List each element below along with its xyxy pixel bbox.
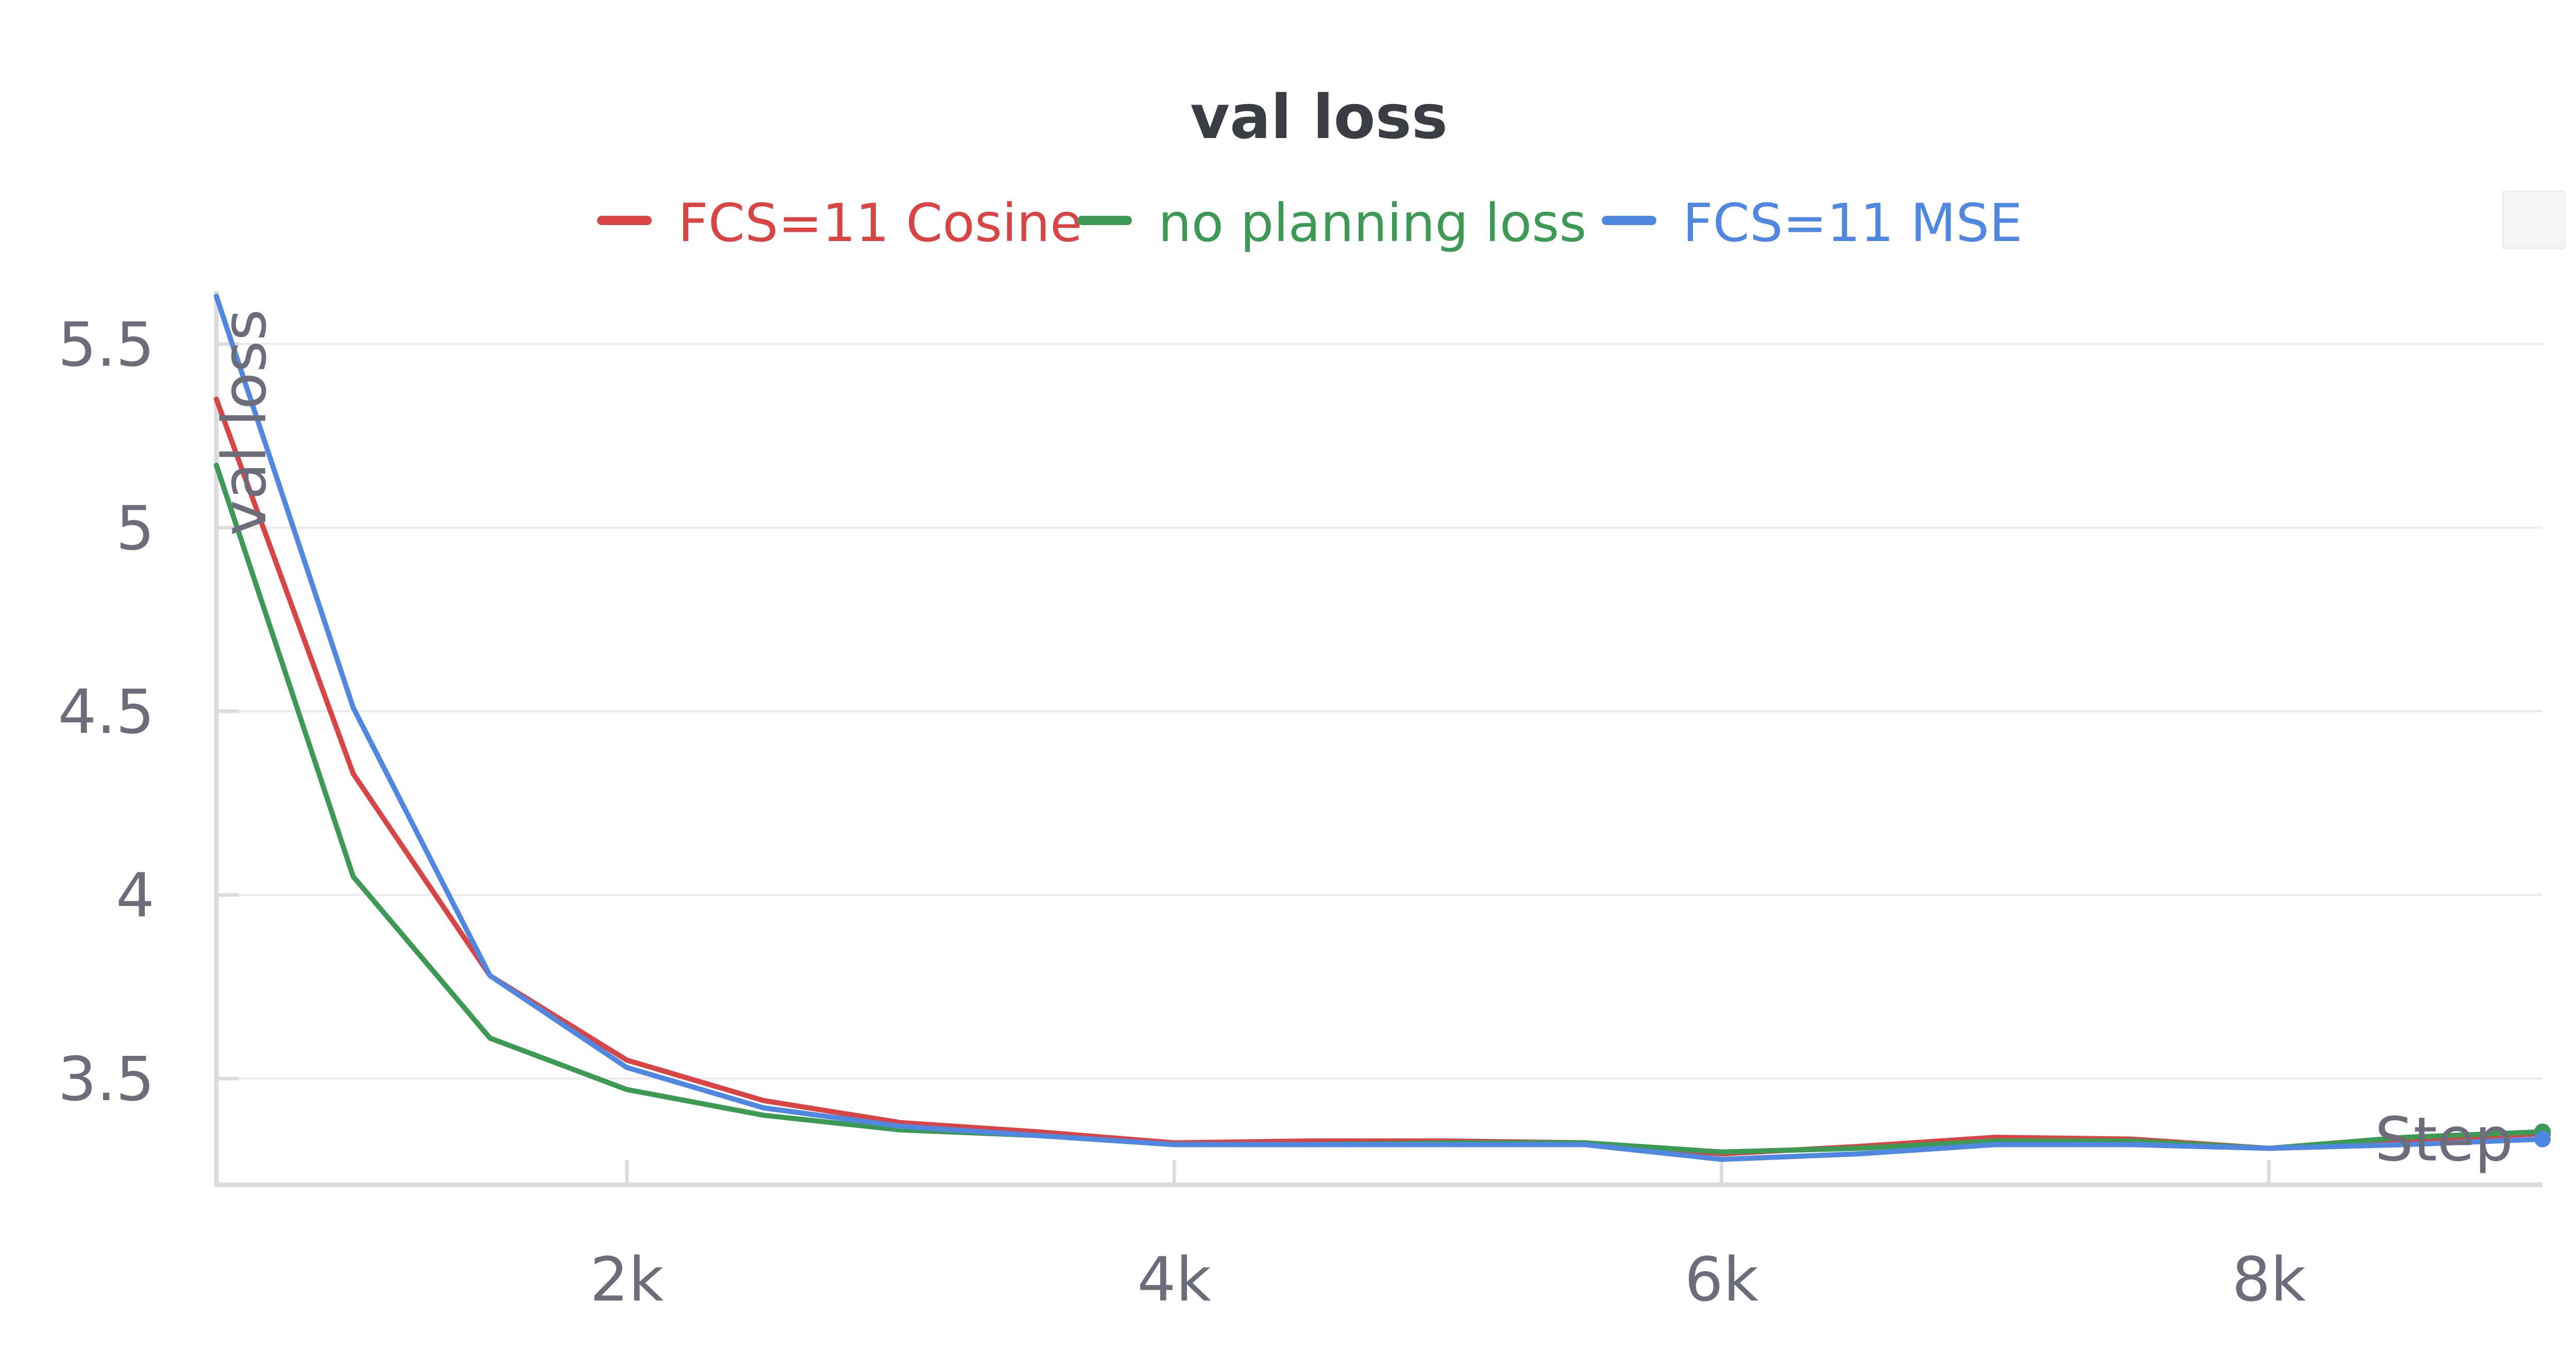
series-lines: [214, 294, 2551, 1162]
legend-label-1: no planning loss: [1158, 193, 1587, 254]
legend-label-2: FCS=11 MSE: [1683, 193, 2023, 254]
legend: FCS=11 Cosine no planning loss FCS=11 MSE: [597, 193, 2023, 254]
legend-options-box[interactable]: [2502, 191, 2566, 249]
y-axis-label: val loss: [209, 309, 280, 536]
y-tick-label-2: 4.5: [58, 676, 155, 747]
x-axis-label: Step: [2375, 1104, 2513, 1175]
grid-lines: [216, 343, 2543, 1080]
chart-title: val loss: [1190, 81, 1448, 152]
x-tick-label-0: 2k: [590, 1244, 664, 1315]
x-tick-label-2: 6k: [1685, 1244, 1758, 1315]
axes: [214, 291, 2543, 1187]
tick-marks: 3.5 4 4.5 5 5.5 2k 4k 6k 8k: [58, 309, 2306, 1315]
x-tick-label-1: 4k: [1137, 1244, 1211, 1315]
legend-item-2[interactable]: FCS=11 MSE: [1602, 193, 2023, 254]
series-end-point-2: [2534, 1131, 2551, 1148]
y-tick-label-4: 5.5: [58, 309, 155, 380]
series-line-2: [214, 294, 2545, 1162]
y-tick-label-1: 4: [116, 860, 155, 931]
y-tick-label-3: 5: [116, 493, 155, 564]
series-line-0: [214, 397, 2545, 1157]
legend-label-0: FCS=11 Cosine: [678, 193, 1082, 254]
x-tick-label-3: 8k: [2232, 1244, 2306, 1315]
legend-item-1[interactable]: no planning loss: [1077, 193, 1587, 254]
legend-item-0[interactable]: FCS=11 Cosine: [597, 193, 1082, 254]
y-tick-label-0: 3.5: [58, 1044, 155, 1115]
series-line-1: [214, 463, 2545, 1155]
